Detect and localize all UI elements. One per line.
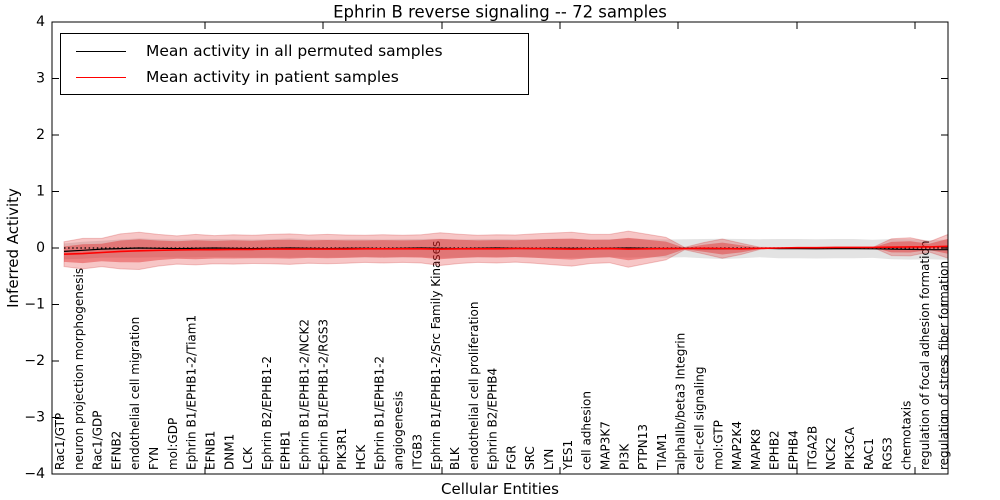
svg-text:−1: −1 [24, 297, 45, 313]
svg-text:regulation of stress fiber for: regulation of stress fiber formation [937, 261, 951, 470]
svg-text:2: 2 [36, 127, 45, 143]
legend-item-permuted: Mean activity in all permuted samples [76, 42, 528, 60]
x-axis-ticks [204, 22, 916, 474]
y-axis-label: Inferred Activity [4, 188, 22, 308]
svg-text:Ephrin B2/EPHB4: Ephrin B2/EPHB4 [486, 368, 500, 470]
legend-line-black-icon [76, 50, 126, 52]
svg-text:endothelial cell migration: endothelial cell migration [128, 317, 142, 470]
svg-text:RAC1: RAC1 [862, 438, 876, 470]
svg-text:angiogenesis: angiogenesis [392, 391, 406, 470]
svg-text:Rac1/GDP: Rac1/GDP [91, 411, 105, 470]
svg-text:chemotaxis: chemotaxis [899, 401, 913, 470]
legend-label: Mean activity in patient samples [146, 68, 399, 86]
svg-text:MAPK8: MAPK8 [749, 429, 763, 470]
svg-text:4: 4 [36, 14, 45, 30]
svg-text:MAP2K4: MAP2K4 [730, 421, 744, 470]
svg-text:PI3K: PI3K [617, 443, 631, 470]
svg-text:Ephrin B1/EPHB1-2/RGS3: Ephrin B1/EPHB1-2/RGS3 [316, 319, 330, 470]
svg-text:YES1: YES1 [561, 440, 575, 471]
page-title: Ephrin B reverse signaling -- 72 samples [333, 2, 667, 22]
svg-text:TIAM1: TIAM1 [655, 433, 669, 471]
svg-text:Rac1/GTP: Rac1/GTP [53, 413, 67, 470]
svg-text:DNM1: DNM1 [222, 434, 236, 470]
legend-line-red-icon [76, 76, 126, 78]
svg-text:3: 3 [36, 71, 45, 87]
svg-text:Ephrin B1/EPHB1-2/Src Family K: Ephrin B1/EPHB1-2/Src Family Kinases [429, 241, 443, 470]
svg-text:ITGA2B: ITGA2B [805, 426, 819, 470]
svg-text:EPHB2: EPHB2 [768, 430, 782, 470]
svg-text:mol:GDP: mol:GDP [166, 418, 180, 470]
svg-text:LCK: LCK [241, 446, 255, 470]
svg-text:Ephrin B1/EPHB1-2/Tiam1: Ephrin B1/EPHB1-2/Tiam1 [185, 315, 199, 470]
svg-text:cell adhesion: cell adhesion [580, 391, 594, 470]
svg-text:PTPN13: PTPN13 [636, 424, 650, 470]
svg-text:PIK3R1: PIK3R1 [335, 428, 349, 470]
svg-text:BLK: BLK [448, 446, 462, 470]
svg-text:regulation of focal adhesion f: regulation of focal adhesion formation [918, 241, 932, 470]
svg-text:neuron projection morphogenesi: neuron projection morphogenesis [72, 268, 86, 470]
svg-text:mol:GTP: mol:GTP [711, 420, 725, 470]
svg-text:FGR: FGR [504, 445, 518, 470]
svg-text:LYN: LYN [542, 449, 556, 470]
svg-text:NCK2: NCK2 [824, 437, 838, 470]
svg-text:ITGB3: ITGB3 [410, 434, 424, 470]
legend-label: Mean activity in all permuted samples [146, 42, 443, 60]
svg-text:Ephrin B1/EPHB1-2: Ephrin B1/EPHB1-2 [373, 356, 387, 470]
svg-text:cell-cell signaling: cell-cell signaling [693, 367, 707, 471]
svg-text:Ephrin B2/EPHB1-2: Ephrin B2/EPHB1-2 [260, 356, 274, 470]
svg-text:HCK: HCK [354, 444, 368, 470]
svg-text:EFNB2: EFNB2 [109, 431, 123, 470]
svg-text:MAP3K7: MAP3K7 [598, 421, 612, 470]
svg-text:−4: −4 [24, 466, 45, 482]
svg-text:EFNB1: EFNB1 [204, 431, 218, 470]
svg-text:RGS3: RGS3 [881, 437, 895, 470]
y-tick-labels: 4 3 2 1 0 −1 −2 −3 −4 [24, 14, 45, 482]
entity-labels: Rac1/GTP neuron projection morphogenesis R… [53, 241, 951, 471]
svg-text:−2: −2 [24, 353, 45, 369]
svg-text:0: 0 [36, 240, 45, 256]
svg-text:EPHB1: EPHB1 [279, 430, 293, 470]
legend: Mean activity in all permuted samples Me… [60, 33, 529, 95]
svg-text:−3: −3 [24, 410, 45, 426]
patient-mean-line [63, 245, 949, 255]
red-band-inner [64, 237, 948, 264]
svg-text:Ephrin B1/EPHB1-2/NCK2: Ephrin B1/EPHB1-2/NCK2 [298, 319, 312, 470]
y-axis-ticks [52, 21, 948, 475]
svg-text:alphaIIb/beta3 Integrin: alphaIIb/beta3 Integrin [674, 333, 688, 470]
x-axis-label: Cellular Entities [441, 480, 559, 498]
svg-text:EPHB4: EPHB4 [787, 430, 801, 470]
svg-text:SRC: SRC [523, 446, 537, 470]
svg-text:endothelial cell proliferation: endothelial cell proliferation [467, 302, 481, 470]
legend-item-patient: Mean activity in patient samples [76, 68, 528, 86]
svg-text:1: 1 [36, 184, 45, 200]
svg-text:FYN: FYN [147, 447, 161, 470]
svg-text:PIK3CA: PIK3CA [843, 426, 857, 470]
